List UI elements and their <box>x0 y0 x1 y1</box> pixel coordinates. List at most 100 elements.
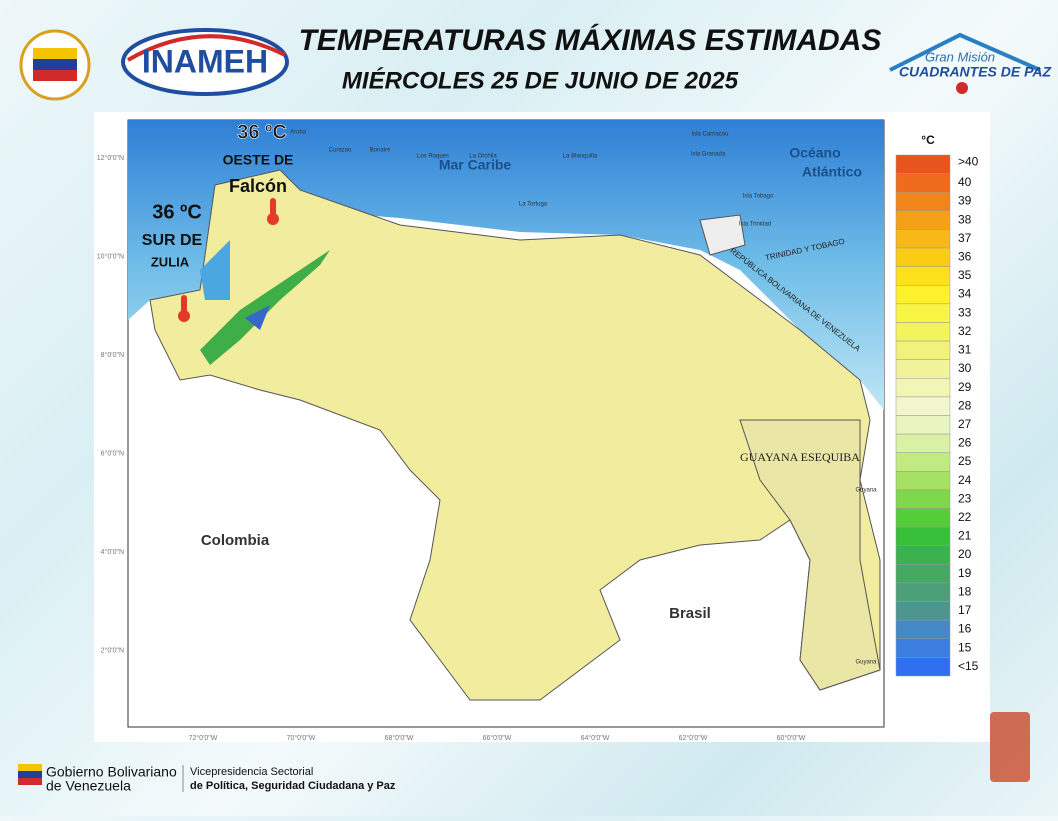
legend-swatch <box>895 266 951 286</box>
logo-text: INAMEH <box>142 43 268 79</box>
country-label: Colombia <box>201 532 270 549</box>
legend-label: 25 <box>958 454 972 468</box>
place-label: La Tortuga <box>519 202 548 208</box>
legend-swatch <box>895 601 951 621</box>
footer-text: Vicepresidencia Sectorial <box>190 766 313 778</box>
country-label: GUAYANA ESEQUIBA <box>740 450 860 464</box>
title: TEMPERATURAS MÁXIMAS ESTIMADAS <box>299 23 882 57</box>
sea-label: Mar Caribe <box>439 157 512 173</box>
annotation-temp: 36 ºC <box>237 121 287 143</box>
lon-label: 72°0'0"W <box>189 734 218 742</box>
legend-swatch <box>895 638 951 658</box>
lat-label: 12°0'0"N <box>97 154 124 162</box>
legend-label: 32 <box>958 324 972 338</box>
map <box>127 119 885 728</box>
lon-label: 70°0'0"W <box>287 734 316 742</box>
place-label: Guyana <box>855 488 877 494</box>
legend-swatch <box>895 322 951 342</box>
legend-swatch <box>895 303 951 323</box>
legend-swatch <box>895 452 951 472</box>
lat-label: 2°0'0"N <box>101 646 124 654</box>
legend-label: <15 <box>958 659 979 673</box>
legend-swatch <box>895 582 951 602</box>
footer-text: de Política, Seguridad Ciudadana y Paz <box>190 780 396 792</box>
legend-label: 18 <box>958 584 972 598</box>
legend-label: 26 <box>958 436 972 450</box>
place-label: Isla Granada <box>691 152 726 158</box>
logo-cuadrantes: Gran Misión CUADRANTES DE PAZ <box>889 32 1052 94</box>
place-label: Aruba <box>290 130 307 136</box>
legend-swatch <box>895 173 951 193</box>
legend-swatch <box>895 545 951 565</box>
coordinates: 12°0'0"N 10°0'0"N 8°0'0"N 6°0'0"N 4°0'0"N 2°0… <box>97 154 806 742</box>
annotation-text: Falcón <box>229 176 287 196</box>
legend-label: 33 <box>958 305 972 319</box>
legend-swatch <box>895 619 951 640</box>
legend-label: 39 <box>958 194 972 208</box>
footer-text: Gobierno Bolivariano <box>46 764 177 780</box>
legend-swatch <box>895 657 951 677</box>
legend-swatch <box>895 471 951 491</box>
legend-label: 34 <box>958 287 972 301</box>
legend-label: 21 <box>958 529 972 543</box>
country-label: Brasil <box>669 605 711 622</box>
lat-label: 4°0'0"N <box>101 548 124 556</box>
legend-label: 37 <box>958 231 972 245</box>
legend-label: >40 <box>958 154 979 168</box>
legend-swatch <box>895 396 951 416</box>
andes-peak <box>245 305 270 330</box>
legend-label: 35 <box>958 268 972 282</box>
legend-swatch <box>895 285 951 305</box>
legend: °C >40 40 39 38 37 36 35 34 33 32 31 30 29 28 27 26 25 24… <box>895 133 979 677</box>
legend-swatch <box>895 359 951 379</box>
subtitle: MIÉRCOLES 25 DE JUNIO DE 2025 <box>342 66 739 94</box>
lon-label: 60°0'0"W <box>777 734 806 742</box>
lon-label: 68°0'0"W <box>385 734 414 742</box>
legend-swatch <box>895 229 951 249</box>
place-label: La Blanquilla <box>563 154 598 160</box>
annotation-temp: 36 ºC <box>152 201 202 223</box>
legend-swatch <box>895 508 951 528</box>
legend-label: 23 <box>958 491 972 505</box>
logo-text: Gran Misión <box>925 49 995 64</box>
sea-label: Océano <box>789 145 840 161</box>
footer: Gobierno Bolivariano de Venezuela Vicepr… <box>18 712 1030 794</box>
legend-label: 15 <box>958 640 972 654</box>
legend-label: 28 <box>958 398 972 412</box>
footer-text: de Venezuela <box>46 778 131 794</box>
place-label: Isla Trinidad <box>739 222 771 228</box>
legend-swatch <box>895 210 951 230</box>
lon-label: 64°0'0"W <box>581 734 610 742</box>
legend-swatch <box>895 191 951 212</box>
andes <box>200 250 330 365</box>
legend-label: 20 <box>958 547 972 561</box>
trinidad <box>699 214 746 256</box>
place-label: Curazao <box>329 148 352 154</box>
lat-label: 8°0'0"N <box>101 351 124 359</box>
legend-label: 40 <box>958 175 972 189</box>
legend-label: 19 <box>958 566 972 580</box>
annotation: 36 ºC OESTE DE Falcón 36 ºC SUR DE ZULIA <box>142 121 293 322</box>
lon-label: 62°0'0"W <box>679 734 708 742</box>
annotation-text: ZULIA <box>151 254 190 269</box>
sea-label: Atlántico <box>802 164 862 180</box>
legend-swatch <box>895 154 951 174</box>
place-label: La Orchila <box>469 154 497 160</box>
place-label: Guyana <box>855 660 877 666</box>
legend-label: 17 <box>958 603 972 617</box>
place-labels: Aruba Curazao Bonaire Los Roques La Orchila L… <box>290 130 877 666</box>
annotation-text: SUR DE <box>142 232 203 249</box>
legend-label: 38 <box>958 212 972 226</box>
place-label: Los Roques <box>417 154 449 160</box>
legend-label: 30 <box>958 361 972 375</box>
legend-swatch <box>895 378 951 398</box>
legend-swatch <box>895 247 951 267</box>
legend-swatch <box>895 489 951 509</box>
legend-unit: °C <box>921 133 935 147</box>
guayana-land <box>739 419 881 691</box>
legend-label: 24 <box>958 473 972 487</box>
legend-label: 22 <box>958 510 972 524</box>
